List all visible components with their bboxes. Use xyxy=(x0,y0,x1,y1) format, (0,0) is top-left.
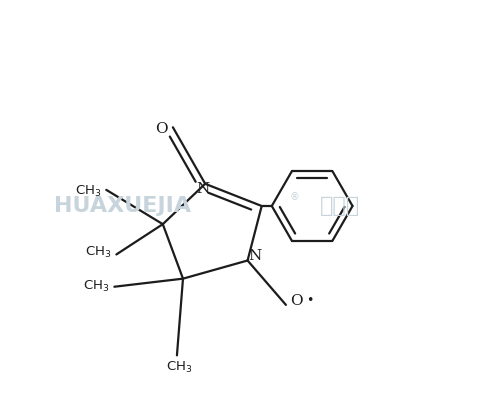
Text: HUAXUEJIA: HUAXUEJIA xyxy=(54,196,191,216)
Text: •: • xyxy=(307,294,314,307)
Text: CH$_3$: CH$_3$ xyxy=(166,360,192,375)
Text: N: N xyxy=(248,249,262,263)
Text: 化学加: 化学加 xyxy=(320,196,360,216)
Text: CH$_3$: CH$_3$ xyxy=(85,245,112,260)
Text: O: O xyxy=(155,122,168,136)
Text: N: N xyxy=(196,182,210,196)
Text: CH$_3$: CH$_3$ xyxy=(83,279,109,294)
Text: O: O xyxy=(290,294,302,308)
Text: CH$_3$: CH$_3$ xyxy=(75,184,102,199)
Text: ®: ® xyxy=(289,192,299,202)
